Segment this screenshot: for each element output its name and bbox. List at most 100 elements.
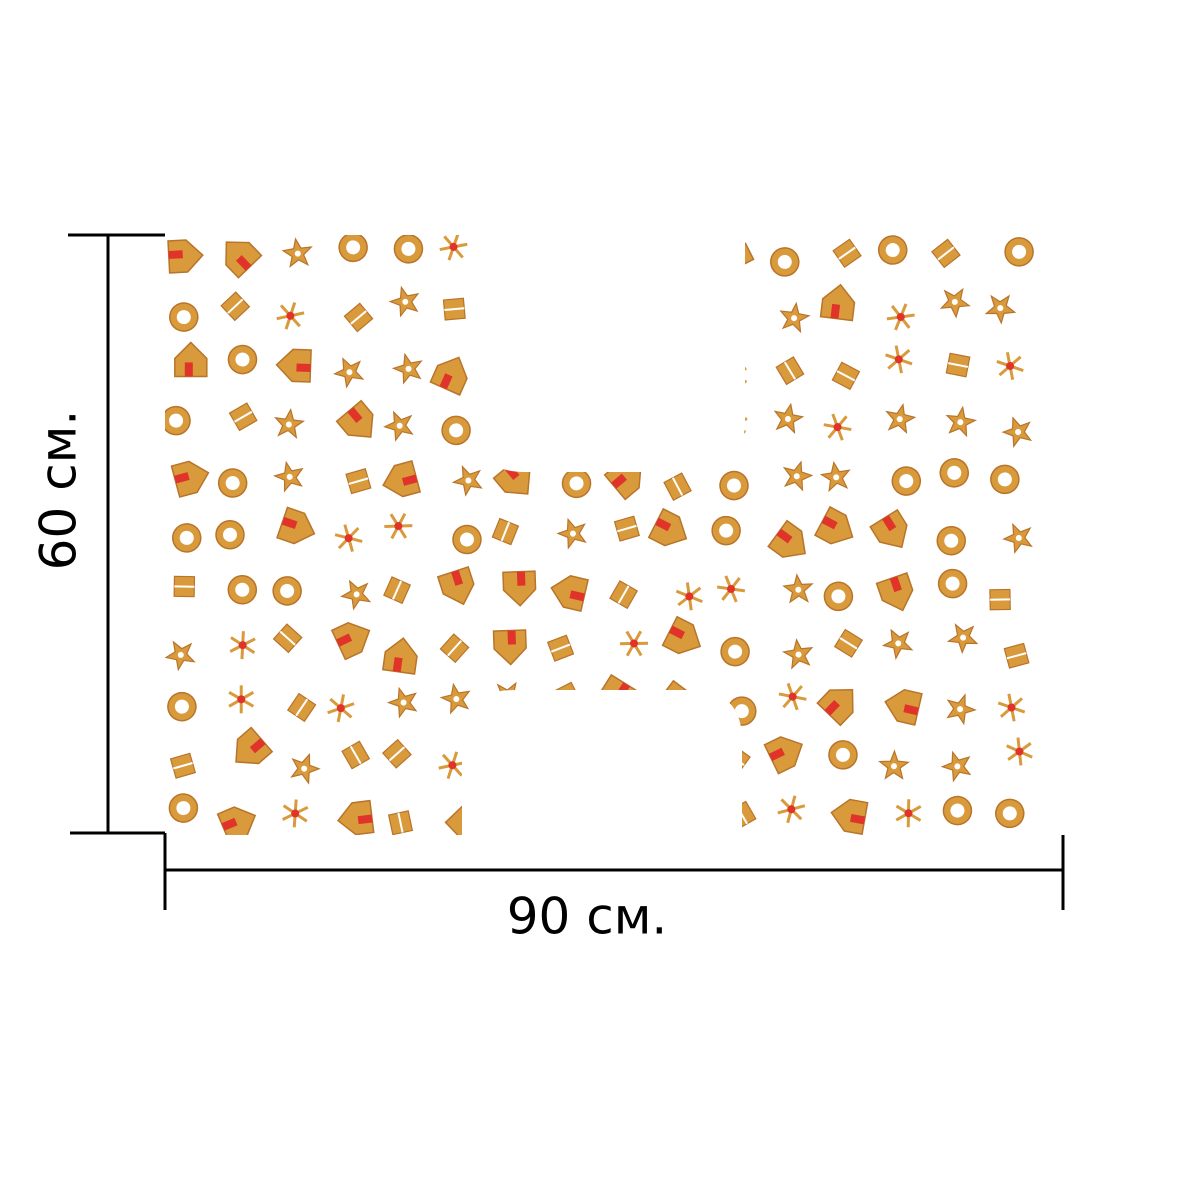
- pattern-icon: [559, 800, 591, 833]
- snowflake-arm: [722, 414, 747, 434]
- star-center: [795, 651, 802, 658]
- pattern-icon: [997, 693, 1026, 722]
- pattern-icon: [341, 740, 371, 770]
- wreath-icon: [609, 302, 639, 333]
- pattern-icon: [290, 753, 321, 785]
- pattern-icon: [657, 396, 695, 432]
- wreath-hole: [235, 352, 250, 367]
- snowflake-center: [904, 809, 913, 818]
- gift-ribbon: [388, 746, 406, 762]
- wreath-hole: [835, 747, 850, 762]
- gift-icon: [555, 243, 581, 269]
- pattern-icon: [823, 581, 854, 612]
- wreath-hole: [459, 532, 474, 547]
- snowflake-center: [668, 312, 677, 321]
- house-door: [281, 516, 298, 530]
- snowflake-center: [238, 641, 247, 650]
- house-door: [168, 250, 183, 259]
- snowflake-center: [1006, 361, 1015, 370]
- star-center: [954, 763, 961, 770]
- pattern-icon: [613, 515, 641, 542]
- pattern-icon: [227, 575, 258, 605]
- pattern-icon: [338, 235, 368, 263]
- pattern-icon: [813, 505, 854, 545]
- pattern-icon: [174, 341, 208, 378]
- pattern-icon: [727, 696, 757, 726]
- pattern-icon: [1002, 522, 1033, 554]
- wreath-hole: [1012, 244, 1027, 259]
- star-center: [791, 315, 798, 322]
- house-door: [668, 625, 686, 640]
- pattern-icon: [619, 630, 649, 657]
- star-center: [957, 706, 964, 713]
- house-door: [682, 250, 698, 261]
- pattern-icon: [946, 623, 979, 655]
- pattern-icon: [387, 810, 414, 835]
- height-label: 60 см.: [30, 410, 88, 571]
- pattern-icon: [499, 744, 530, 775]
- house-icon: [167, 239, 204, 274]
- wreath-hole: [945, 576, 960, 591]
- wreath-hole: [885, 243, 900, 258]
- wreath-icon: [657, 740, 688, 771]
- pattern-icon: [782, 573, 814, 604]
- pattern-icon: [340, 579, 372, 611]
- house-door: [830, 303, 841, 319]
- gift-ribbon: [671, 477, 684, 496]
- pattern-icon: [216, 806, 257, 835]
- pattern-icon: [604, 798, 631, 825]
- pattern-icon: [382, 460, 422, 498]
- pattern-icon: [493, 240, 522, 268]
- pattern-icon: [167, 239, 204, 274]
- gift-ribbon: [948, 362, 969, 368]
- wreath-hole: [944, 533, 959, 548]
- pattern-icon: [942, 795, 973, 826]
- pattern-icon: [779, 301, 811, 334]
- pattern-icon: [711, 515, 741, 546]
- pattern-icon: [439, 235, 468, 261]
- pattern-icon: [167, 691, 197, 722]
- snowflake-center: [286, 311, 295, 320]
- house-door: [821, 515, 838, 530]
- star-center: [286, 473, 293, 480]
- gift-icon: [712, 291, 739, 319]
- house-door: [889, 576, 902, 593]
- house-door: [569, 590, 585, 602]
- star-center: [400, 699, 407, 706]
- star-center: [285, 421, 292, 428]
- pattern-icon: [781, 638, 814, 670]
- star-center: [1015, 535, 1022, 542]
- pattern-icon: [327, 694, 355, 723]
- pattern-icon: [996, 351, 1024, 381]
- wreath-hole: [235, 582, 250, 597]
- gift-ribbon: [227, 298, 244, 314]
- star-center: [402, 298, 409, 305]
- pattern-icon: [505, 399, 538, 431]
- pattern-icon: [276, 302, 305, 330]
- pattern-icon: [891, 466, 922, 496]
- gift-ribbon: [557, 690, 577, 702]
- house-icon: [610, 350, 650, 390]
- wreath-hole: [617, 310, 632, 325]
- pattern-icon: [1006, 737, 1033, 766]
- snowflake-center: [896, 312, 905, 321]
- house-icon: [174, 341, 208, 378]
- star-center: [895, 640, 902, 647]
- star-center: [896, 416, 903, 423]
- house-door: [357, 814, 373, 825]
- wreath-hole: [569, 476, 584, 491]
- pattern-icon: [441, 415, 471, 446]
- snowflake-arm: [500, 240, 515, 268]
- pattern-icon: [169, 302, 199, 332]
- pattern-icon: [775, 356, 805, 386]
- snowflake-center: [730, 419, 739, 428]
- house-door: [824, 699, 841, 716]
- pattern-icon: [823, 413, 852, 441]
- house-door: [249, 738, 266, 754]
- pattern-icon: [550, 575, 589, 612]
- pattern-icon: [442, 297, 466, 321]
- house-door: [174, 472, 190, 484]
- pattern-icon: [659, 302, 686, 331]
- wreath-hole: [498, 805, 513, 820]
